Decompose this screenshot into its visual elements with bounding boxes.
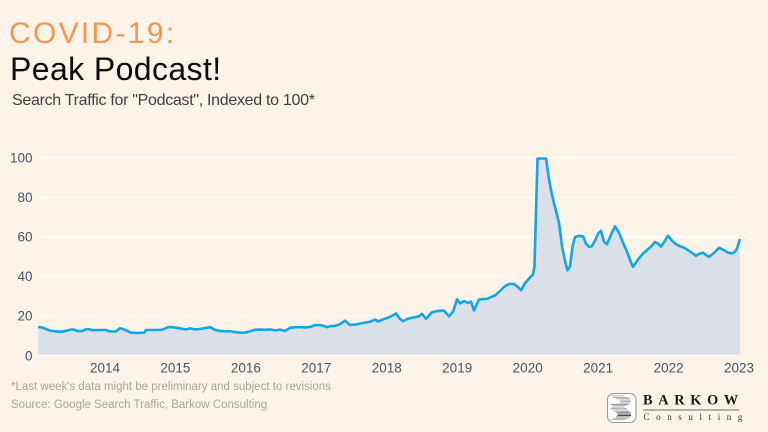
svg-text:100: 100 <box>10 150 33 165</box>
svg-text:2015: 2015 <box>160 361 190 376</box>
svg-text:2014: 2014 <box>90 361 121 376</box>
svg-text:2018: 2018 <box>372 361 402 376</box>
svg-text:BARKOW: BARKOW <box>643 393 744 409</box>
svg-text:2017: 2017 <box>301 361 331 376</box>
svg-text:2021: 2021 <box>583 361 613 376</box>
svg-text:Consulting: Consulting <box>644 412 750 422</box>
svg-text:0: 0 <box>25 348 33 363</box>
svg-text:2019: 2019 <box>442 361 472 376</box>
svg-text:2016: 2016 <box>231 361 261 376</box>
svg-text:2020: 2020 <box>513 361 543 376</box>
svg-text:20: 20 <box>17 309 32 324</box>
svg-text:60: 60 <box>17 230 32 245</box>
svg-text:2023: 2023 <box>724 361 754 376</box>
svg-text:80: 80 <box>17 190 32 205</box>
svg-text:2022: 2022 <box>654 361 684 376</box>
svg-text:40: 40 <box>17 269 32 284</box>
